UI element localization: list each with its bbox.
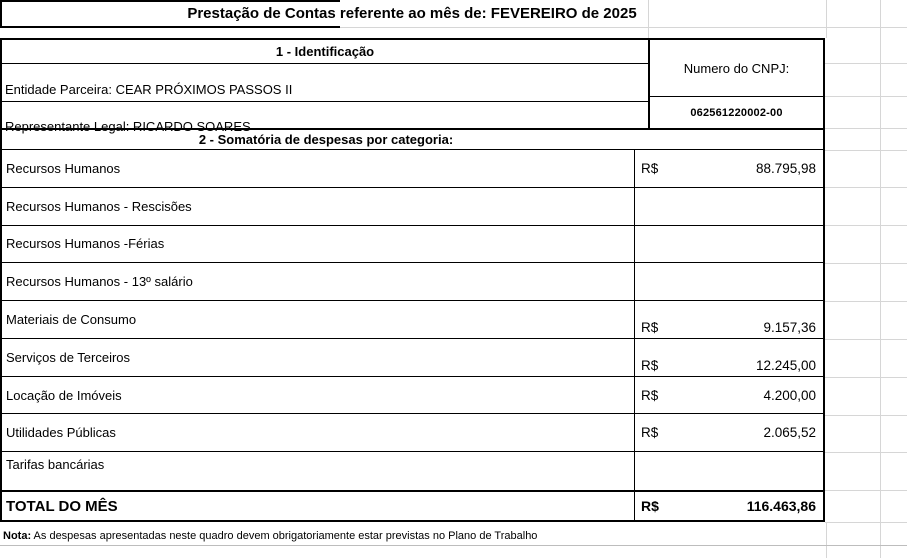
currency-symbol: R$ (641, 160, 659, 176)
column-gridline (648, 0, 649, 38)
row-gridline (825, 490, 907, 491)
expense-label-cell[interactable]: Recursos Humanos - Rescisões (6, 198, 192, 214)
expense-amount: 88.795,98 (755, 160, 816, 176)
row-gridline (825, 63, 907, 64)
expense-label-cell[interactable]: Recursos Humanos -Férias (6, 236, 165, 252)
row-gridline (825, 263, 907, 264)
expense-label-cell[interactable]: Utilidades Públicas (6, 425, 116, 441)
column-gridline (826, 0, 827, 38)
expense-value-cell[interactable]: R$ 4.200,00 (634, 376, 823, 414)
expense-amount: 2.065,52 (763, 425, 816, 441)
row-gridline (825, 377, 907, 378)
title-box-border-top (0, 0, 340, 2)
section-divider (2, 128, 823, 130)
expense-value-cell[interactable]: R$ 88.795,98 (634, 150, 823, 187)
title-box-border-left (0, 0, 2, 28)
currency-symbol: R$ (641, 498, 659, 514)
expense-value-cell[interactable] (634, 187, 823, 225)
expense-value-cell[interactable]: R$ 9.157,36 (634, 301, 823, 338)
row-gridline (825, 128, 907, 129)
title-box-border-bottom (0, 26, 340, 28)
accounting-table: 1 - Identificação Entidade Parceira: CEA… (0, 38, 825, 522)
total-row: TOTAL DO MÊS R$ 116.463,86 (2, 492, 823, 520)
representative-cell[interactable]: Representante Legal: RICARDO SOARES (5, 119, 251, 134)
expense-value-cell[interactable]: R$ 12.245,00 (634, 338, 823, 376)
cnpj-label-cell[interactable]: Numero do CNPJ: (650, 40, 823, 97)
row-gridline (825, 452, 907, 453)
table-row: Serviços de Terceiros R$ 12.245,00 (2, 338, 823, 377)
table-row: Recursos Humanos R$ 88.795,98 (2, 150, 823, 188)
cnpj-value-cell[interactable]: 062561220002-00 (690, 106, 783, 119)
table-row: Tarifas bancárias (2, 452, 823, 490)
total-amount: 116.463,86 (746, 498, 816, 514)
expense-amount: 4.200,00 (763, 387, 816, 403)
expense-value-cell[interactable] (634, 225, 823, 263)
note-text[interactable]: Nota: As despesas apresentadas neste qua… (3, 529, 823, 543)
currency-symbol: R$ (641, 357, 659, 373)
column-gridline (880, 0, 881, 558)
note-body: As despesas apresentadas neste quadro de… (31, 530, 538, 542)
expenses-rows: Recursos Humanos R$ 88.795,98 Recursos H… (2, 150, 823, 490)
cnpj-column: Numero do CNPJ: 062561220002-00 (648, 40, 823, 128)
expense-amount: 9.157,36 (763, 319, 816, 335)
row-gridline (825, 301, 907, 302)
row-gridline (825, 225, 907, 226)
currency-symbol: R$ (641, 425, 659, 441)
identification-section-title[interactable]: 1 - Identificação (2, 40, 648, 64)
table-row: Recursos Humanos - 13º salário (2, 263, 823, 302)
table-row: Materiais de Consumo R$ 9.157,36 (2, 301, 823, 339)
expense-label-cell[interactable]: Locação de Imóveis (6, 387, 122, 403)
expense-value-cell[interactable]: R$ 2.065,52 (634, 414, 823, 452)
table-row: Recursos Humanos -Férias (2, 225, 823, 264)
expense-amount: 12.245,00 (755, 357, 816, 373)
expenses-section-header: 2 - Somatória de despesas por categoria: (2, 130, 823, 150)
row-gridline (825, 339, 907, 340)
expense-label-cell[interactable]: Materiais de Consumo (6, 311, 137, 327)
currency-symbol: R$ (641, 319, 659, 335)
row-gridline (335, 27, 907, 28)
note-prefix: Nota: (3, 530, 32, 542)
expense-value-cell[interactable] (634, 263, 823, 301)
expense-label-cell[interactable]: Serviços de Terceiros (6, 349, 131, 365)
expense-label-cell[interactable]: Recursos Humanos (6, 160, 121, 176)
total-label-cell[interactable]: TOTAL DO MÊS (6, 497, 118, 515)
expenses-section-title[interactable]: 2 - Somatória de despesas por categoria: (198, 132, 454, 147)
expense-label-cell[interactable]: Recursos Humanos - 13º salário (6, 274, 193, 290)
row-gridline (825, 96, 907, 97)
note-bottom-line (0, 545, 907, 546)
table-row: Locação de Imóveis R$ 4.200,00 (2, 376, 823, 415)
table-row: Utilidades Públicas R$ 2.065,52 (2, 414, 823, 453)
table-row: Recursos Humanos - Rescisões (2, 187, 823, 226)
row-gridline (825, 150, 907, 151)
total-divider (2, 490, 823, 492)
expense-label-cell[interactable]: Tarifas bancárias (6, 457, 105, 473)
total-value-cell[interactable]: R$ 116.463,86 (634, 492, 823, 520)
row-gridline (825, 415, 907, 416)
page-title[interactable]: Prestação de Contas referente ao mês de:… (187, 5, 637, 22)
identification-section: 1 - Identificação Entidade Parceira: CEA… (2, 40, 648, 134)
expense-value-cell[interactable] (634, 452, 823, 490)
currency-symbol: R$ (641, 387, 659, 403)
row-gridline (825, 187, 907, 188)
entity-cell[interactable]: Entidade Parceira: CEAR PRÓXIMOS PASSOS … (2, 64, 648, 102)
row-gridline (825, 522, 907, 523)
column-gridline (826, 522, 827, 558)
